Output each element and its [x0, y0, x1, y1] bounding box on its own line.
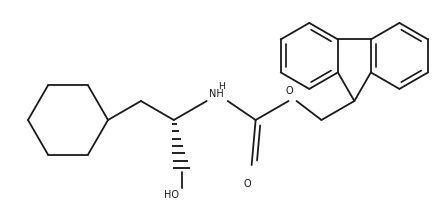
Text: O: O [244, 179, 252, 189]
Text: H: H [218, 82, 225, 91]
Text: HO: HO [164, 190, 179, 200]
Text: O: O [286, 86, 293, 96]
Text: NH: NH [209, 89, 224, 99]
